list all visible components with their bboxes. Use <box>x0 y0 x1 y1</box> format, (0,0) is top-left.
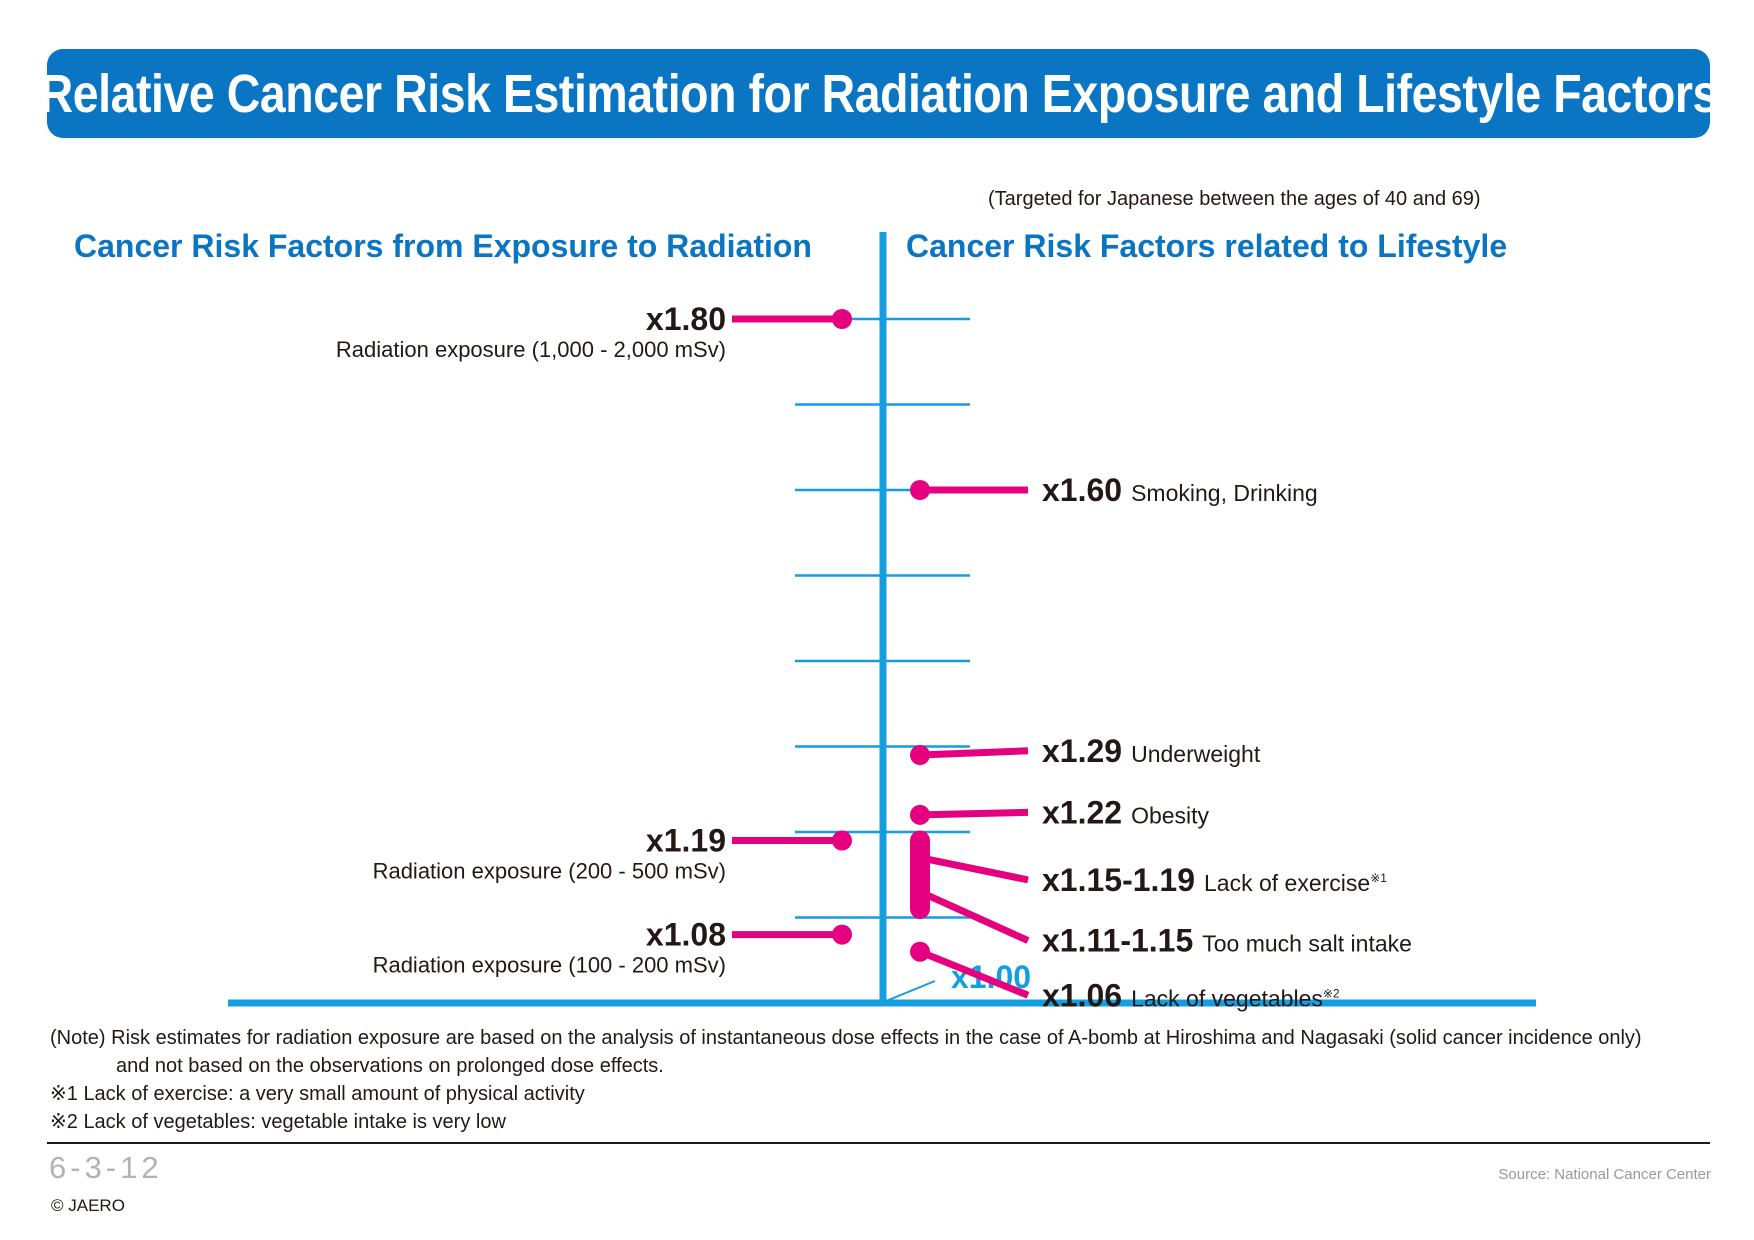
lifestyle-label: x1.11-1.15 Too much salt intake <box>1042 923 1412 959</box>
lifestyle-label: x1.22 Obesity <box>1042 794 1210 830</box>
source-note: Source: National Cancer Center <box>1498 1166 1711 1183</box>
lifestyle-description: Lack of vegetables <box>1131 985 1323 1011</box>
lifestyle-value: x1.06 <box>1042 977 1122 1013</box>
radiation-value-label: x1.08 <box>646 917 726 953</box>
page-title: Relative Cancer Risk Estimation for Radi… <box>39 63 1718 124</box>
lifestyle-value: x1.22 <box>1042 794 1122 830</box>
radiation-value-label: x1.80 <box>646 301 726 337</box>
lifestyle-value: x1.15-1.19 <box>1042 862 1195 898</box>
page-id: 6-3-12 <box>49 1150 163 1185</box>
footer-divider <box>47 1142 1710 1144</box>
lifestyle-description: Lack of exercise <box>1204 870 1370 896</box>
lifestyle-value: x1.11-1.15 <box>1042 923 1193 959</box>
radiation-description: Radiation exposure (200 - 500 mSv) <box>373 859 726 884</box>
baseline-leader <box>885 980 936 1002</box>
lifestyle-value: x1.60 <box>1042 472 1122 508</box>
lifestyle-label: x1.60 Smoking, Drinking <box>1042 472 1318 508</box>
lifestyle-leader <box>919 808 1029 819</box>
lifestyle-description: Smoking, Drinking <box>1131 480 1318 506</box>
lifestyle-label: x1.29 Underweight <box>1042 733 1261 769</box>
lifestyle-footnote-mark: ※2 <box>1323 986 1340 1000</box>
radiation-value-label: x1.19 <box>646 823 726 859</box>
lifestyle-description: Too much salt intake <box>1202 931 1412 957</box>
radiation-point <box>832 309 852 329</box>
lifestyle-leader <box>918 948 1030 999</box>
notes: (Note) Risk estimates for radiation expo… <box>50 1024 1642 1136</box>
note-line-2: and not based on the observations on pro… <box>116 1055 664 1077</box>
lifestyle-value: x1.29 <box>1042 733 1122 769</box>
right-heading: Cancer Risk Factors related to Lifestyle <box>906 228 1508 264</box>
radiation-point <box>832 924 852 945</box>
radiation-description: Radiation exposure (100 - 200 mSv) <box>373 953 726 978</box>
radiation-point <box>832 830 852 851</box>
note-line-1: (Note) Risk estimates for radiation expo… <box>50 1027 1642 1049</box>
lifestyle-description: Underweight <box>1131 741 1261 767</box>
title-banner: Relative Cancer Risk Estimation for Radi… <box>39 49 1718 138</box>
lifestyle-footnote-mark: ※1 <box>1370 871 1387 885</box>
footnote-1: ※1 Lack of exercise: a very small amount… <box>50 1083 585 1105</box>
lifestyle-label: x1.06 Lack of vegetables※2 <box>1042 977 1340 1013</box>
lifestyle-leader <box>919 747 1029 759</box>
lifestyle-label: x1.15-1.19 Lack of exercise※1 <box>1042 862 1387 898</box>
lifestyle-leader <box>919 854 1029 884</box>
lifestyle-description: Obesity <box>1131 802 1209 828</box>
radiation-description: Radiation exposure (1,000 - 2,000 mSv) <box>336 337 726 362</box>
subtitle: (Targeted for Japanese between the ages … <box>988 188 1481 210</box>
footnote-2: ※2 Lack of vegetables: vegetable intake … <box>50 1111 506 1133</box>
copyright: © JAERO <box>51 1196 125 1215</box>
lifestyle-leader <box>918 888 1030 944</box>
left-heading: Cancer Risk Factors from Exposure to Rad… <box>74 228 812 264</box>
